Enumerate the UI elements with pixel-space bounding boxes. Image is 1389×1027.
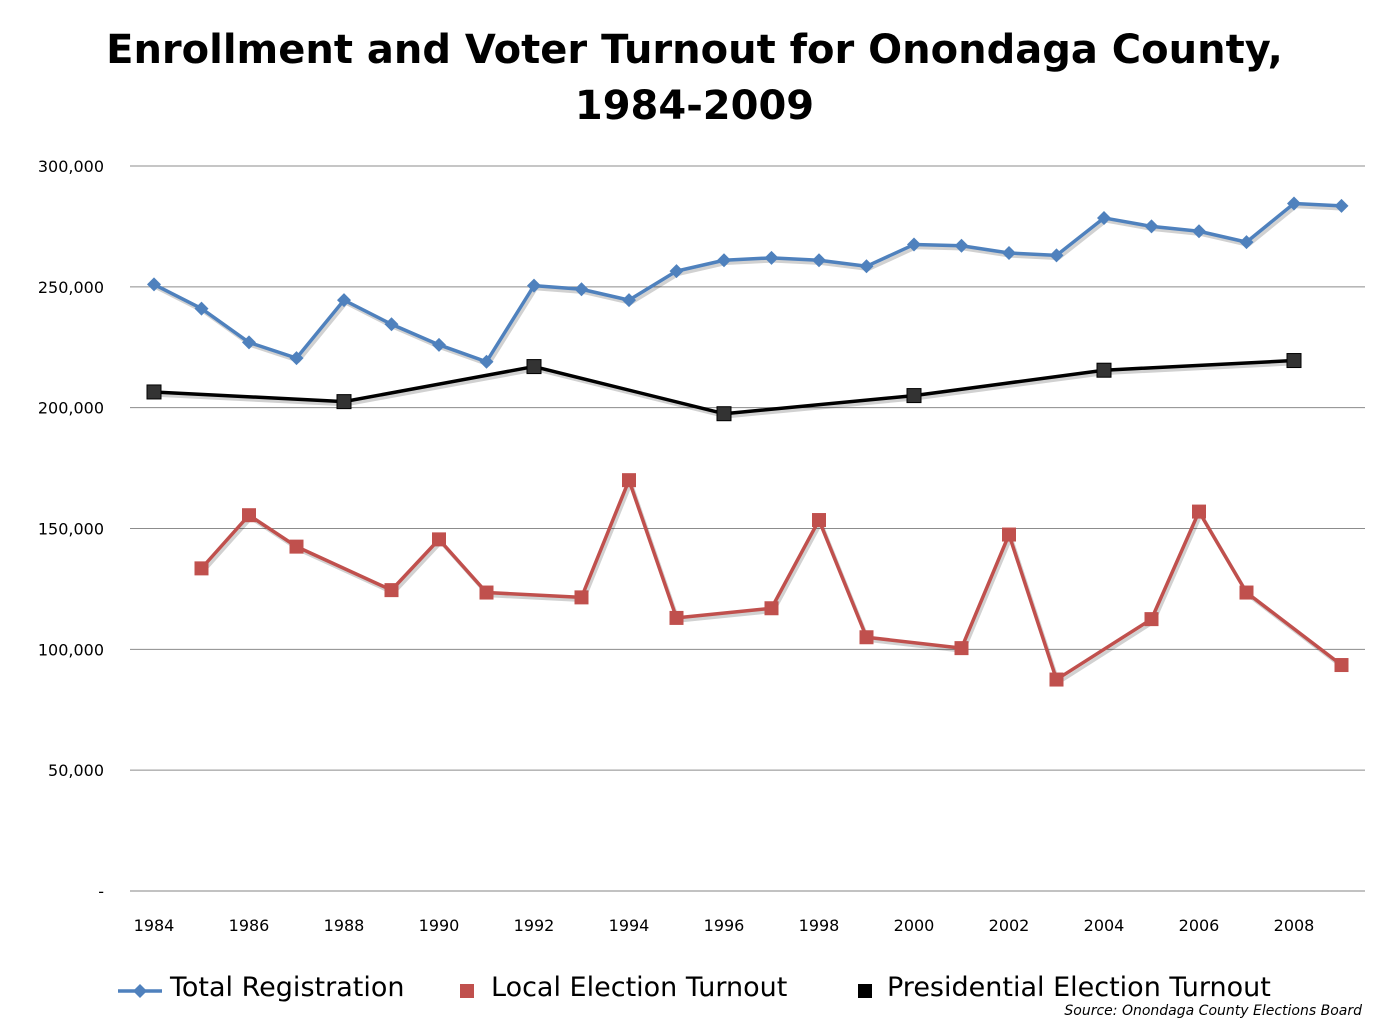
data-point bbox=[1239, 585, 1254, 600]
x-tick-label: 2008 bbox=[1274, 916, 1315, 935]
data-point bbox=[669, 610, 684, 625]
data-point bbox=[574, 282, 589, 297]
data-point bbox=[717, 253, 731, 268]
legend-label-presidential-election-turnout: Presidential Election Turnout bbox=[887, 971, 1271, 1003]
data-point bbox=[1049, 248, 1064, 263]
x-tick-label: 1984 bbox=[134, 916, 175, 935]
y-tick-label: 50,000 bbox=[48, 761, 104, 780]
x-tick-label: 2004 bbox=[1084, 916, 1125, 935]
data-point bbox=[954, 641, 969, 656]
data-point bbox=[242, 335, 256, 350]
data-point bbox=[622, 473, 636, 488]
data-point bbox=[764, 601, 779, 616]
data-point bbox=[1192, 504, 1206, 519]
data-point bbox=[526, 359, 542, 375]
y-tick-label: 150,000 bbox=[38, 520, 104, 539]
x-tick-label: 2000 bbox=[894, 916, 935, 935]
legend-swatch-total-registration bbox=[118, 977, 162, 998]
data-point bbox=[812, 253, 826, 268]
y-tick-label: 250,000 bbox=[38, 278, 104, 297]
data-point bbox=[859, 630, 874, 645]
data-point bbox=[764, 250, 779, 265]
data-point bbox=[1144, 612, 1159, 627]
series-line-shadow bbox=[155, 204, 1344, 367]
data-point bbox=[622, 293, 636, 308]
data-point bbox=[574, 590, 589, 605]
data-point bbox=[289, 539, 304, 554]
y-tick-label: 100,000 bbox=[38, 640, 104, 659]
y-tick-label: 200,000 bbox=[38, 399, 104, 418]
data-point bbox=[527, 278, 541, 293]
data-point bbox=[479, 354, 494, 369]
y-tick-label: 300,000 bbox=[38, 157, 104, 176]
series-line bbox=[153, 201, 1342, 364]
x-tick-label: 1992 bbox=[514, 916, 555, 935]
series-lines bbox=[146, 196, 1349, 687]
data-point bbox=[812, 513, 826, 528]
chart-title-line-1: Enrollment and Voter Turnout for Onondag… bbox=[106, 27, 1283, 73]
y-tick-label: - bbox=[98, 882, 104, 901]
source-note: Source: Onondaga County Elections Board bbox=[1064, 1003, 1362, 1019]
series-line bbox=[153, 358, 1295, 416]
data-point bbox=[242, 508, 256, 523]
data-point bbox=[384, 317, 399, 332]
data-point bbox=[1239, 235, 1254, 250]
legend-item-total-registration: Total Registration bbox=[118, 965, 404, 1009]
x-tick-label: 2002 bbox=[989, 916, 1030, 935]
x-tick-label: 1990 bbox=[419, 916, 460, 935]
data-point bbox=[337, 293, 351, 308]
legend-swatch-presidential-election-turnout bbox=[857, 977, 873, 998]
data-point bbox=[194, 301, 209, 316]
legend-item-presidential-election-turnout: Presidential Election Turnout bbox=[857, 965, 1271, 1009]
legend-label-local-election-turnout: Local Election Turnout bbox=[491, 971, 788, 1003]
chart-title-line-2: 1984-2009 bbox=[574, 83, 815, 129]
data-point bbox=[859, 259, 874, 274]
data-point bbox=[289, 351, 304, 366]
data-point bbox=[1049, 672, 1064, 687]
chart-title: Enrollment and Voter Turnout for Onondag… bbox=[0, 22, 1389, 134]
data-point bbox=[1097, 210, 1111, 225]
legend-swatch-local-election-turnout bbox=[459, 977, 475, 998]
data-point bbox=[384, 583, 399, 598]
data-point bbox=[432, 532, 446, 547]
data-point bbox=[716, 406, 732, 422]
x-tick-label: 1988 bbox=[324, 916, 365, 935]
data-point bbox=[954, 238, 969, 253]
data-point bbox=[669, 264, 684, 279]
x-axis-tick-labels: 1984 1986 1988 1990 1992 1994 1996 1998 2000 2002… bbox=[134, 916, 1315, 935]
x-tick-label: 2006 bbox=[1179, 916, 1220, 935]
data-point bbox=[1334, 198, 1349, 213]
legend: Total Registration Local Election Turnou… bbox=[0, 965, 1389, 1009]
data-point bbox=[1096, 362, 1112, 378]
data-point bbox=[906, 388, 922, 404]
data-point bbox=[479, 585, 494, 600]
legend-label-total-registration: Total Registration bbox=[170, 971, 405, 1003]
series-local-election-turnout bbox=[194, 473, 1349, 687]
x-tick-label: 1994 bbox=[609, 916, 650, 935]
data-point bbox=[1192, 224, 1206, 239]
data-point bbox=[1144, 219, 1159, 234]
data-point bbox=[194, 561, 209, 576]
data-point bbox=[1002, 246, 1016, 260]
legend-item-local-election-turnout: Local Election Turnout bbox=[459, 965, 787, 1009]
data-point bbox=[336, 394, 352, 410]
x-tick-label: 1996 bbox=[704, 916, 745, 935]
data-point bbox=[1002, 527, 1016, 542]
data-point bbox=[1287, 196, 1301, 211]
data-point bbox=[432, 337, 446, 352]
series-total-registration bbox=[147, 196, 1349, 369]
gridlines bbox=[130, 165, 1365, 892]
x-tick-label: 1986 bbox=[229, 916, 270, 935]
data-point bbox=[1334, 658, 1349, 673]
series-presidential-election-turnout bbox=[146, 353, 1302, 422]
data-point bbox=[1286, 353, 1302, 369]
x-tick-label: 1998 bbox=[799, 916, 840, 935]
data-point bbox=[147, 277, 161, 292]
data-point bbox=[146, 384, 162, 400]
y-axis-tick-labels: - 50,000 100,000 150,000 200,000 250,000 300,0… bbox=[38, 157, 104, 901]
data-point bbox=[907, 237, 921, 252]
